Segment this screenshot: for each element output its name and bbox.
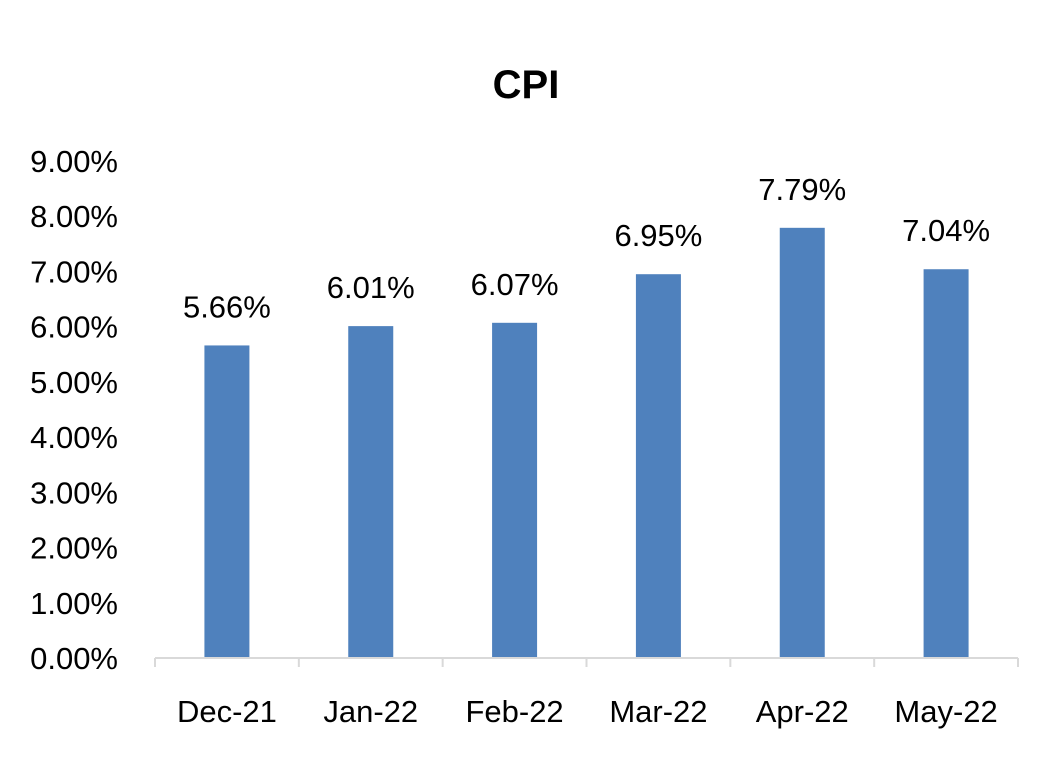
y-tick-label: 7.00% (30, 254, 118, 289)
bar (204, 345, 250, 658)
data-label: 6.07% (471, 267, 559, 302)
x-category-label: Mar-22 (609, 694, 707, 729)
x-axis-category-labels: Dec-21 Jan-22 Feb-22 Mar-22 Apr-22 May-22 (177, 694, 998, 729)
data-label: 6.95% (614, 218, 702, 253)
bar (348, 326, 394, 658)
chart-title: CPI (493, 63, 560, 107)
y-tick-label: 5.00% (30, 365, 118, 400)
bar-series (204, 227, 969, 658)
data-label: 5.66% (183, 289, 271, 324)
data-label: 6.01% (327, 270, 415, 305)
x-category-label: Feb-22 (465, 694, 563, 729)
bar (923, 269, 969, 658)
bar-data-labels: 5.66% 6.01% 6.07% 6.95% 7.79% 7.04% (183, 172, 990, 325)
bar (779, 227, 825, 658)
x-category-label: Apr-22 (756, 694, 849, 729)
y-tick-label: 1.00% (30, 586, 118, 621)
data-label: 7.04% (902, 213, 990, 248)
y-tick-label: 9.00% (30, 144, 118, 179)
y-tick-label: 8.00% (30, 199, 118, 234)
x-category-label: Dec-21 (177, 694, 277, 729)
bar (635, 274, 681, 658)
y-tick-label: 0.00% (30, 641, 118, 676)
x-category-label: Jan-22 (323, 694, 418, 729)
bar (492, 322, 538, 658)
y-tick-label: 4.00% (30, 420, 118, 455)
x-axis (154, 657, 1019, 667)
y-tick-label: 3.00% (30, 475, 118, 510)
y-axis-tick-labels: 0.00% 1.00% 2.00% 3.00% 4.00% 5.00% 6.00% 7.00%… (30, 144, 118, 676)
x-category-label: May-22 (894, 694, 997, 729)
data-label: 7.79% (758, 172, 846, 207)
y-tick-label: 2.00% (30, 531, 118, 566)
y-tick-label: 6.00% (30, 310, 118, 345)
